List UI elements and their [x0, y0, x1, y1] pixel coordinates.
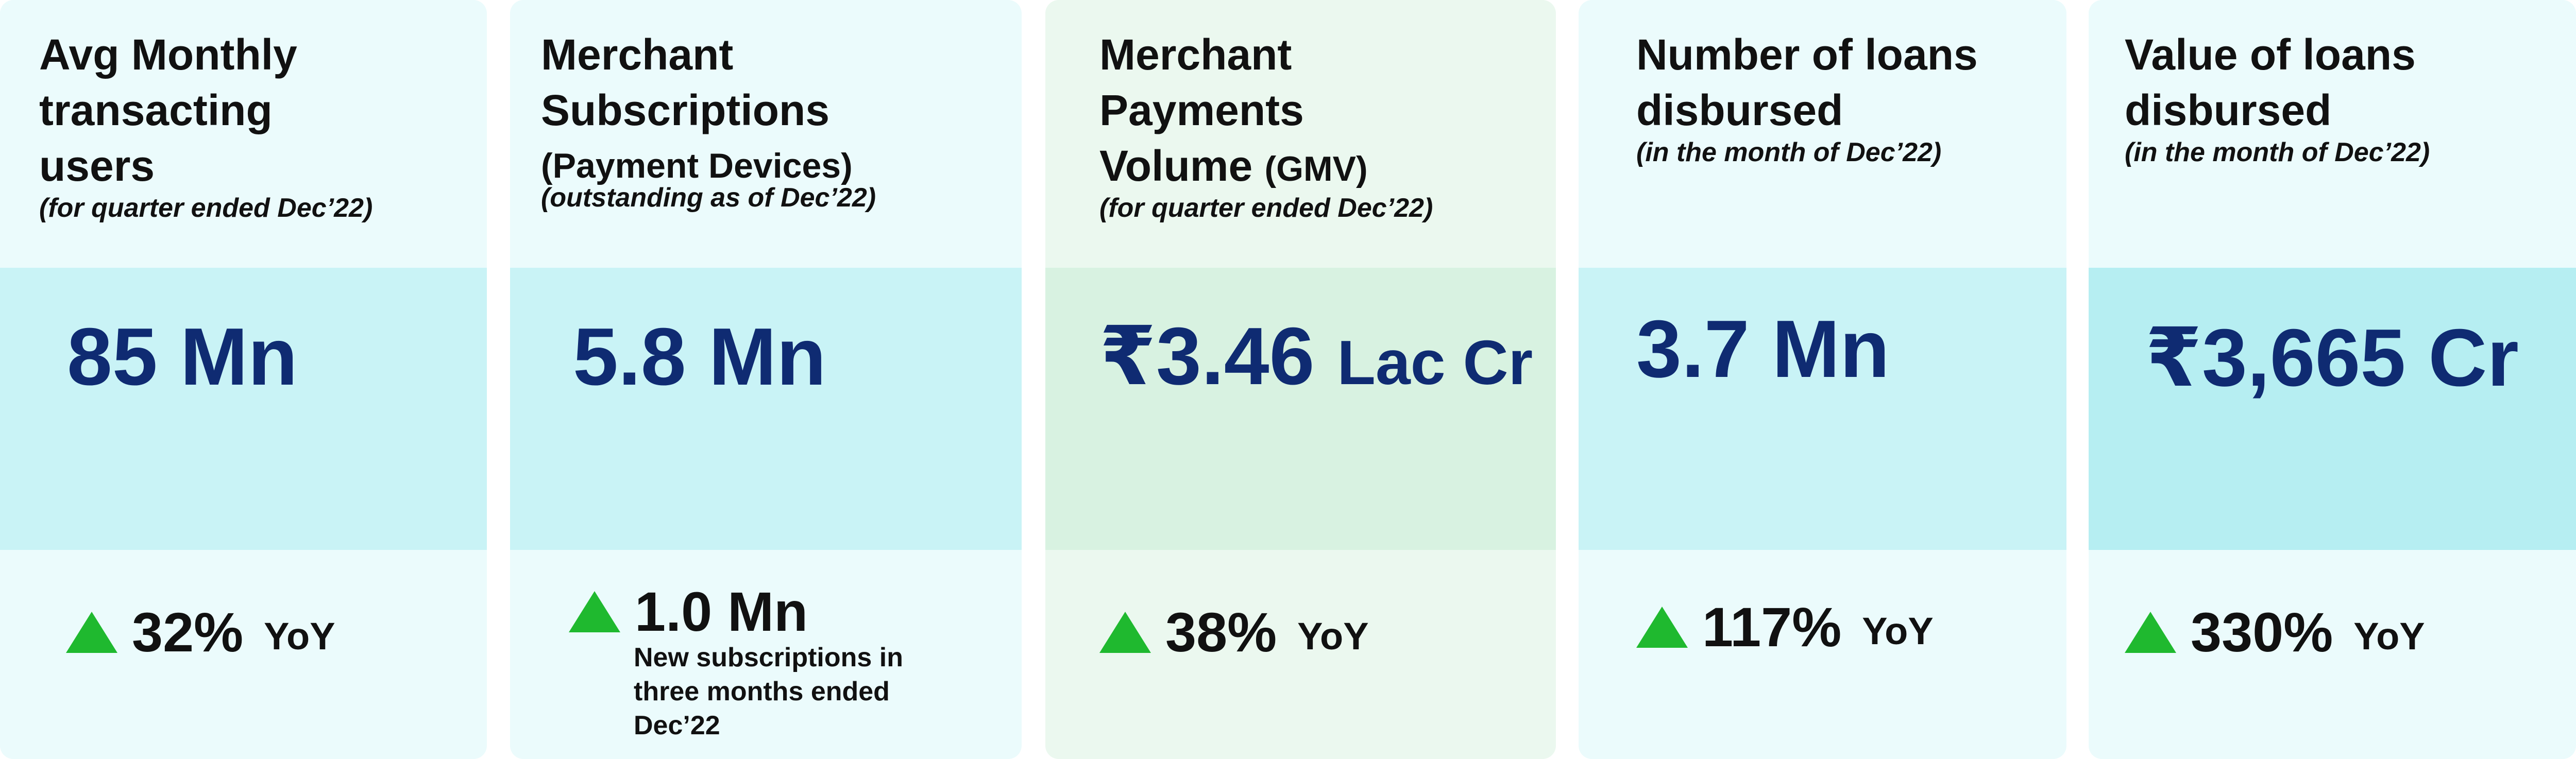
card-loans-count: Number of loans disbursed (in the month … — [1579, 0, 2066, 759]
card-merchant-gmv: Merchant Payments Volume (GMV) (for quar… — [1045, 0, 1556, 759]
metric-value: ₹3,665 Cr — [2145, 313, 2519, 403]
metric-band: ₹3,665 Cr — [2089, 268, 2576, 550]
up-triangle-icon — [2125, 612, 2176, 653]
metric-band: ₹3.46 Lac Cr — [1045, 268, 1556, 550]
card-subtitle: (in the month of Dec’22) — [2125, 137, 2430, 167]
card-title: Merchant Payments Volume (GMV) — [1099, 30, 1368, 190]
card-title: Merchant Subscriptions (Payment Devices) — [541, 30, 853, 185]
card-subtitle: (in the month of Dec’22) — [1636, 137, 1942, 167]
card-merchant-subscriptions: Merchant Subscriptions (Payment Devices)… — [510, 0, 1022, 759]
growth-value: 32% — [132, 601, 244, 663]
metric-band: 85 Mn — [0, 268, 487, 550]
growth-indicator: 32% YoY — [66, 601, 335, 663]
growth-suffix: YoY — [1862, 609, 1934, 652]
metric-value: 3.7 Mn — [1636, 304, 1890, 394]
growth-indicator: 330% YoY — [2125, 601, 2425, 663]
card-monthly-users: Avg Monthly transacting users (for quart… — [0, 0, 487, 759]
growth-indicator: 117% YoY — [1636, 596, 1934, 658]
card-subtitle: (for quarter ended Dec’22) — [1099, 193, 1433, 223]
growth-area: 330% YoY — [2089, 550, 2576, 759]
up-triangle-icon — [66, 612, 117, 653]
up-triangle-icon — [1099, 612, 1151, 653]
growth-area: 38% YoY — [1045, 550, 1556, 759]
metric-value: 85 Mn — [67, 312, 298, 402]
growth-suffix: YoY — [1297, 614, 1369, 658]
growth-value: 117% — [1702, 596, 1842, 658]
card-header: Avg Monthly transacting users (for quart… — [0, 0, 487, 268]
growth-area: 117% YoY — [1579, 550, 2066, 759]
growth-description: New subscriptions in three months ended … — [634, 643, 903, 740]
metric-band: 3.7 Mn — [1579, 268, 2066, 550]
up-triangle-icon — [569, 591, 620, 632]
metric-value: 5.8 Mn — [573, 312, 826, 402]
card-subtitle: (for quarter ended Dec’22) — [39, 193, 373, 223]
metric-value: ₹3.46 Lac Cr — [1099, 311, 1533, 402]
growth-value: 1.0 Mn — [635, 580, 808, 643]
card-header: Number of loans disbursed (in the month … — [1579, 0, 2066, 268]
growth-indicator: 1.0 Mn — [569, 581, 808, 643]
growth-area: 32% YoY — [0, 550, 487, 759]
growth-area: 1.0 Mn New subscriptions in three months… — [510, 550, 1022, 759]
card-header: Merchant Payments Volume (GMV) (for quar… — [1045, 0, 1556, 268]
card-title: Value of loans disbursed — [2125, 30, 2416, 134]
card-subtitle: (outstanding as of Dec’22) — [541, 183, 876, 213]
card-title: Avg Monthly transacting users — [39, 30, 297, 190]
metric-band: 5.8 Mn — [510, 268, 1022, 550]
card-header: Merchant Subscriptions (Payment Devices)… — [510, 0, 1022, 268]
up-triangle-icon — [1636, 607, 1688, 648]
growth-indicator: 38% YoY — [1099, 601, 1369, 663]
card-header: Value of loans disbursed (in the month o… — [2089, 0, 2576, 268]
growth-value: 38% — [1165, 601, 1277, 663]
growth-suffix: YoY — [2353, 614, 2425, 658]
card-title: Number of loans disbursed — [1636, 30, 1978, 134]
growth-suffix: YoY — [264, 614, 335, 658]
card-loans-value: Value of loans disbursed (in the month o… — [2089, 0, 2576, 759]
growth-value: 330% — [2191, 601, 2333, 663]
